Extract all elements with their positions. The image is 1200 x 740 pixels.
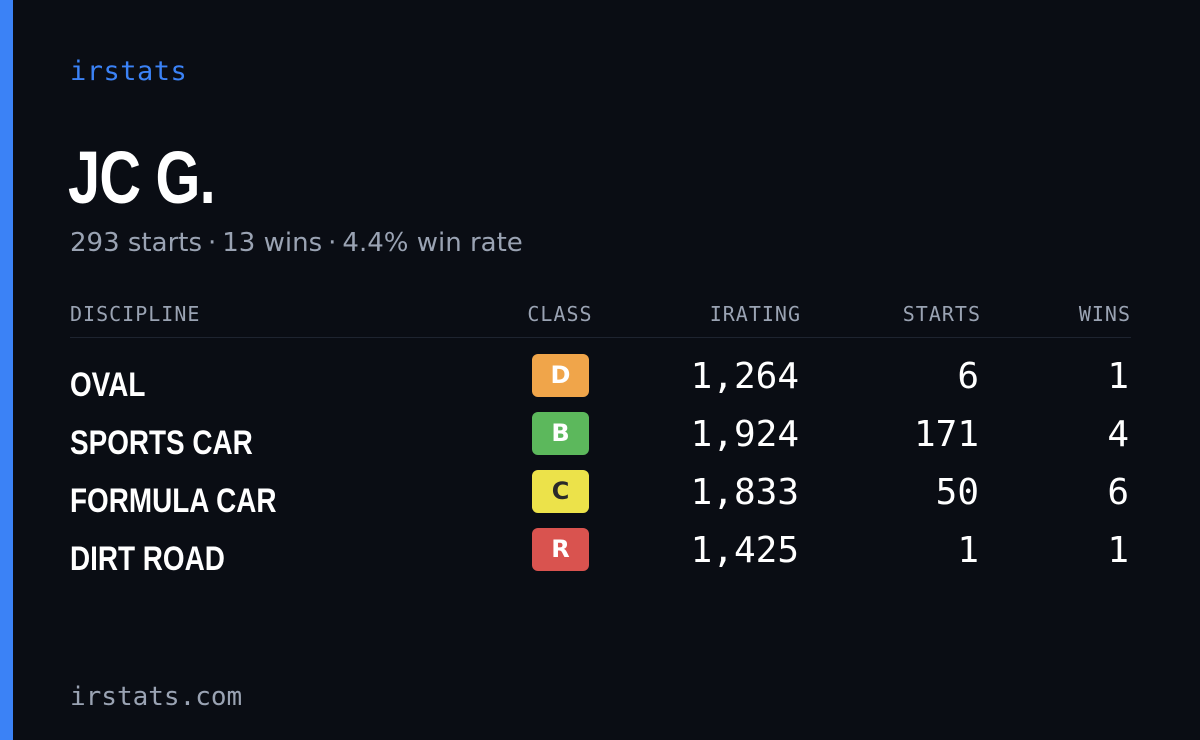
discipline-name: FORMULA CAR	[70, 482, 277, 520]
discipline-name: DIRT ROAD	[70, 540, 225, 578]
table-body: OVAL D 1,264 6 1 SPORTS CAR B 1,924 171 …	[70, 338, 1131, 586]
header-discipline: DISCIPLINE	[70, 302, 201, 326]
footer-url: irstats.com	[70, 682, 243, 712]
summary-separator: ·	[328, 228, 337, 258]
driver-name: JC G.	[68, 136, 216, 219]
discipline-name: OVAL	[70, 366, 146, 404]
starts-value: 50	[935, 472, 979, 513]
wins-value: 1	[1107, 530, 1129, 571]
class-badge: D	[532, 354, 589, 397]
header-starts: STARTS	[902, 302, 981, 326]
table-row: SPORTS CAR B 1,924 171 4	[70, 412, 1131, 470]
table-header: DISCIPLINE CLASS IRATING STARTS WINS	[70, 298, 1131, 338]
header-class: CLASS	[527, 302, 593, 326]
irating-value: 1,264	[690, 356, 799, 397]
accent-bar	[0, 0, 13, 740]
class-badge: C	[532, 470, 589, 513]
discipline-name: SPORTS CAR	[70, 424, 253, 462]
irating-value: 1,833	[690, 472, 799, 513]
driver-summary: 293 starts · 13 wins · 4.4% win rate	[70, 228, 523, 258]
table-row: OVAL D 1,264 6 1	[70, 354, 1131, 412]
starts-value: 1	[957, 530, 979, 571]
wins-value: 4	[1107, 414, 1129, 455]
header-irating: IRATING	[709, 302, 801, 326]
wins-value: 6	[1107, 472, 1129, 513]
summary-wins: 13 wins	[222, 228, 323, 258]
starts-value: 6	[957, 356, 979, 397]
summary-starts: 293 starts	[70, 228, 202, 258]
header-wins: WINS	[1078, 302, 1131, 326]
class-badge: R	[532, 528, 589, 571]
brand-logo: irstats	[70, 56, 188, 87]
wins-value: 1	[1107, 356, 1129, 397]
table-row: DIRT ROAD R 1,425 1 1	[70, 528, 1131, 586]
table-row: FORMULA CAR C 1,833 50 6	[70, 470, 1131, 528]
summary-win-rate: 4.4% win rate	[342, 228, 523, 258]
irating-value: 1,425	[690, 530, 799, 571]
starts-value: 171	[913, 414, 979, 455]
summary-separator: ·	[208, 228, 217, 258]
stats-table: DISCIPLINE CLASS IRATING STARTS WINS OVA…	[70, 298, 1131, 586]
irating-value: 1,924	[690, 414, 799, 455]
class-badge: B	[532, 412, 589, 455]
